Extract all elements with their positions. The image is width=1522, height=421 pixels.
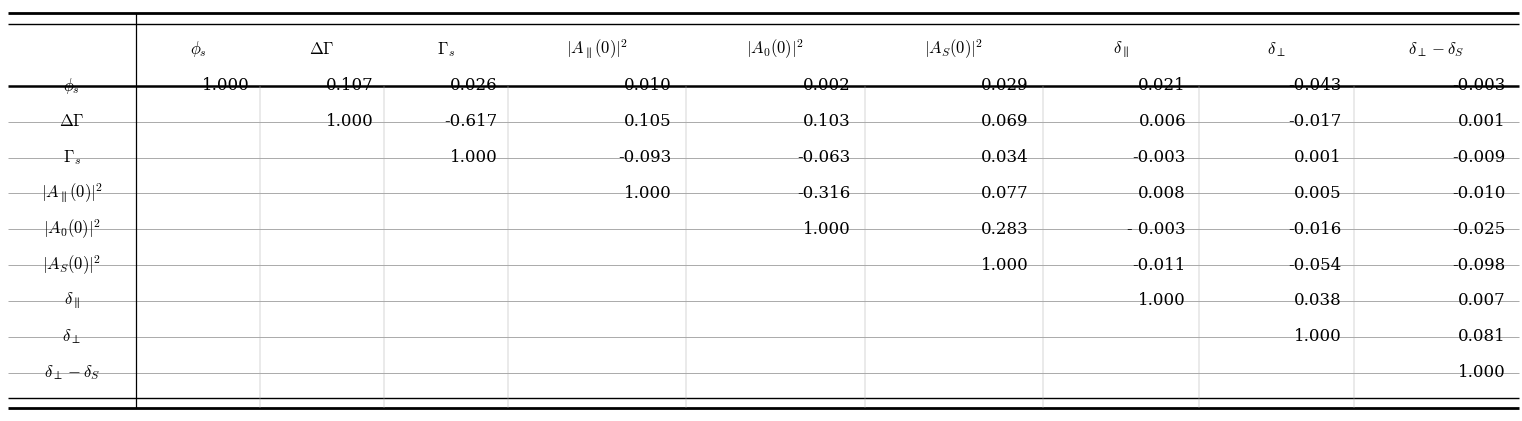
Text: $\delta_{\perp} - \delta_S$: $\delta_{\perp} - \delta_S$ <box>44 363 100 382</box>
Text: 0.105: 0.105 <box>624 113 671 130</box>
Text: 0.103: 0.103 <box>802 113 851 130</box>
Text: $\delta_{\parallel}$: $\delta_{\parallel}$ <box>1113 39 1129 60</box>
Text: 1.000: 1.000 <box>980 256 1029 274</box>
Text: 1.000: 1.000 <box>1294 328 1342 345</box>
Text: 1.000: 1.000 <box>1458 364 1505 381</box>
Text: 0.283: 0.283 <box>980 221 1029 238</box>
Text: -0.016: -0.016 <box>1289 221 1342 238</box>
Text: 0.034: 0.034 <box>980 149 1029 166</box>
Text: -0.617: -0.617 <box>444 113 498 130</box>
Text: 1.000: 1.000 <box>326 113 374 130</box>
Text: -0.025: -0.025 <box>1452 221 1505 238</box>
Text: $\phi_s$: $\phi_s$ <box>64 76 81 96</box>
Text: -0.316: -0.316 <box>798 185 851 202</box>
Text: 0.107: 0.107 <box>326 77 374 94</box>
Text: $\delta_{\parallel}$: $\delta_{\parallel}$ <box>64 290 79 311</box>
Text: 0.029: 0.029 <box>982 77 1029 94</box>
Text: 1.000: 1.000 <box>802 221 851 238</box>
Text: 0.001: 0.001 <box>1294 149 1342 166</box>
Text: 0.007: 0.007 <box>1458 292 1505 309</box>
Text: 0.077: 0.077 <box>980 185 1029 202</box>
Text: 1.000: 1.000 <box>451 149 498 166</box>
Text: -0.010: -0.010 <box>1452 185 1505 202</box>
Text: $\Delta\Gamma$: $\Delta\Gamma$ <box>59 113 85 130</box>
Text: -0.093: -0.093 <box>618 149 671 166</box>
Text: -0.054: -0.054 <box>1289 256 1342 274</box>
Text: $\delta_{\perp}$: $\delta_{\perp}$ <box>62 327 81 346</box>
Text: $\Gamma_s$: $\Gamma_s$ <box>437 40 455 59</box>
Text: $|A_S(0)|^2$: $|A_S(0)|^2$ <box>924 37 983 61</box>
Text: $|A_{\parallel}(0)|^2$: $|A_{\parallel}(0)|^2$ <box>41 181 103 205</box>
Text: $|A_0(0)|^2$: $|A_0(0)|^2$ <box>746 37 804 61</box>
Text: -0.003: -0.003 <box>1452 77 1505 94</box>
Text: $\phi_s$: $\phi_s$ <box>190 39 207 59</box>
Text: $\delta_{\perp} - \delta_S$: $\delta_{\perp} - \delta_S$ <box>1408 40 1464 59</box>
Text: 0.021: 0.021 <box>1138 77 1186 94</box>
Text: $\Delta\Gamma$: $\Delta\Gamma$ <box>309 41 335 58</box>
Text: 0.081: 0.081 <box>1458 328 1505 345</box>
Text: 0.026: 0.026 <box>451 77 498 94</box>
Text: 0.005: 0.005 <box>1294 185 1342 202</box>
Text: -0.011: -0.011 <box>1132 256 1186 274</box>
Text: 0.038: 0.038 <box>1294 292 1342 309</box>
Text: $|A_{\parallel}(0)|^2$: $|A_{\parallel}(0)|^2$ <box>566 37 629 61</box>
Text: -0.043: -0.043 <box>1289 77 1342 94</box>
Text: -0.009: -0.009 <box>1452 149 1505 166</box>
Text: -0.063: -0.063 <box>798 149 851 166</box>
Text: -0.098: -0.098 <box>1452 256 1505 274</box>
Text: $|A_S(0)|^2$: $|A_S(0)|^2$ <box>43 253 102 277</box>
Text: $\delta_{\perp}$: $\delta_{\perp}$ <box>1266 40 1286 59</box>
Text: 0.008: 0.008 <box>1138 185 1186 202</box>
Text: 1.000: 1.000 <box>624 185 671 202</box>
Text: 1.000: 1.000 <box>1138 292 1186 309</box>
Text: -0.003: -0.003 <box>1132 149 1186 166</box>
Text: $\Gamma_s$: $\Gamma_s$ <box>62 148 81 167</box>
Text: 1.000: 1.000 <box>202 77 250 94</box>
Text: 0.001: 0.001 <box>1458 113 1505 130</box>
Text: -0.017: -0.017 <box>1289 113 1342 130</box>
Text: - 0.003: - 0.003 <box>1128 221 1186 238</box>
Text: 0.002: 0.002 <box>802 77 851 94</box>
Text: 0.069: 0.069 <box>982 113 1029 130</box>
Text: 0.006: 0.006 <box>1138 113 1186 130</box>
Text: 0.010: 0.010 <box>624 77 671 94</box>
Text: $|A_0(0)|^2$: $|A_0(0)|^2$ <box>43 217 100 241</box>
